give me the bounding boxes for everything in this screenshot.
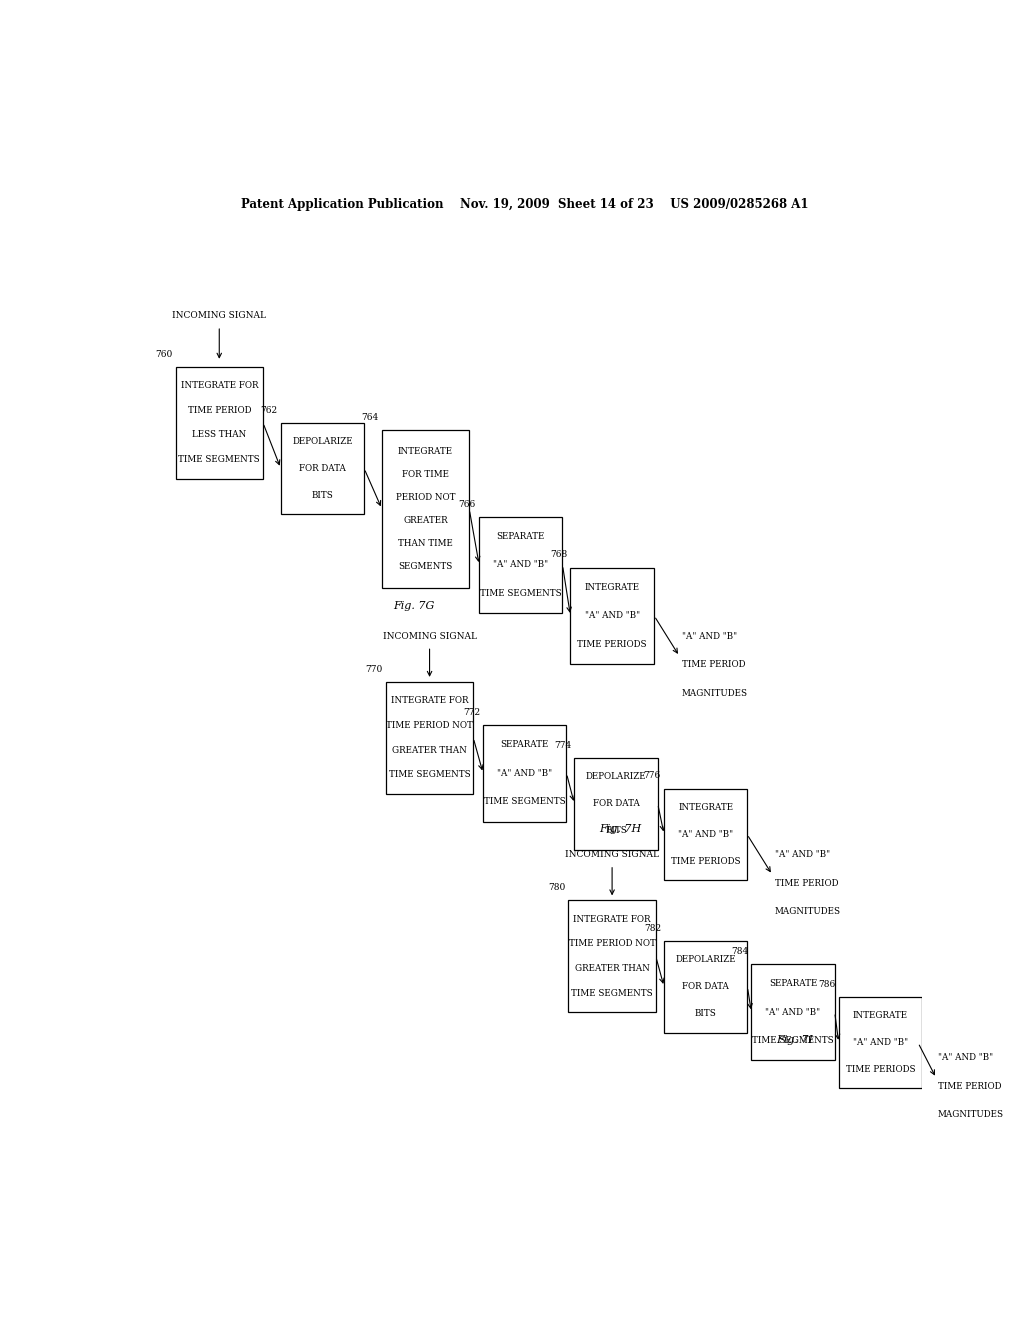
Text: TIME PERIOD: TIME PERIOD <box>938 1082 1001 1090</box>
Text: INTEGRATE: INTEGRATE <box>853 1011 908 1020</box>
Bar <box>665 941 748 1032</box>
Text: GREATER: GREATER <box>403 516 447 525</box>
Text: 764: 764 <box>361 413 379 422</box>
Text: FOR TIME: FOR TIME <box>402 470 450 479</box>
Text: TIME SEGMENTS: TIME SEGMENTS <box>178 455 260 465</box>
Text: "A" AND "B": "A" AND "B" <box>938 1053 993 1063</box>
Text: INTEGRATE: INTEGRATE <box>585 583 640 591</box>
Text: 774: 774 <box>554 741 571 750</box>
Text: SEPARATE: SEPARATE <box>501 741 549 750</box>
Text: "A" AND "B": "A" AND "B" <box>682 631 737 640</box>
Bar <box>281 422 365 515</box>
Text: MAGNITUDES: MAGNITUDES <box>682 689 748 697</box>
Text: "A" AND "B": "A" AND "B" <box>775 850 829 859</box>
Text: 766: 766 <box>459 499 476 508</box>
Text: "A" AND "B": "A" AND "B" <box>585 611 640 620</box>
Text: TIME SEGMENTS: TIME SEGMENTS <box>571 989 653 998</box>
Text: DEPOLARIZE: DEPOLARIZE <box>676 956 736 965</box>
Text: PERIOD NOT: PERIOD NOT <box>396 492 456 502</box>
Text: SEGMENTS: SEGMENTS <box>398 562 453 572</box>
Text: TIME PERIOD: TIME PERIOD <box>187 405 251 414</box>
Text: INCOMING SIGNAL: INCOMING SIGNAL <box>383 631 476 640</box>
Text: 780: 780 <box>548 883 565 892</box>
Text: FOR DATA: FOR DATA <box>593 800 640 808</box>
Text: "A" AND "B": "A" AND "B" <box>498 768 552 777</box>
Text: Patent Application Publication    Nov. 19, 2009  Sheet 14 of 23    US 2009/02852: Patent Application Publication Nov. 19, … <box>241 198 809 211</box>
Text: Fig. 7I: Fig. 7I <box>776 1035 813 1044</box>
Text: 772: 772 <box>463 708 480 717</box>
Text: TIME SEGMENTS: TIME SEGMENTS <box>484 797 565 807</box>
Text: GREATER THAN: GREATER THAN <box>392 746 467 755</box>
Text: 786: 786 <box>818 979 836 989</box>
Text: MAGNITUDES: MAGNITUDES <box>775 907 841 916</box>
Text: TIME SEGMENTS: TIME SEGMENTS <box>480 589 561 598</box>
Text: BITS: BITS <box>605 826 627 836</box>
Text: SEPARATE: SEPARATE <box>497 532 545 541</box>
Bar <box>382 430 469 587</box>
Text: TIME PERIODS: TIME PERIODS <box>578 640 647 648</box>
Text: INTEGRATE: INTEGRATE <box>678 803 733 812</box>
Bar <box>568 900 655 1012</box>
Text: 762: 762 <box>260 405 278 414</box>
Text: 770: 770 <box>366 665 383 673</box>
Text: FOR DATA: FOR DATA <box>299 463 346 473</box>
Text: 776: 776 <box>644 771 660 780</box>
Bar <box>386 682 473 793</box>
Text: BITS: BITS <box>695 1008 717 1018</box>
Bar <box>483 725 566 821</box>
Text: 782: 782 <box>644 924 660 933</box>
Text: SEPARATE: SEPARATE <box>769 979 817 989</box>
Text: DEPOLARIZE: DEPOLARIZE <box>586 772 646 781</box>
Text: DEPOLARIZE: DEPOLARIZE <box>292 437 352 446</box>
Text: BITS: BITS <box>311 491 333 500</box>
Text: INTEGRATE FOR: INTEGRATE FOR <box>180 381 258 391</box>
Text: GREATER THAN: GREATER THAN <box>574 964 649 973</box>
Text: TIME PERIOD: TIME PERIOD <box>682 660 745 669</box>
Text: "A" AND "B": "A" AND "B" <box>766 1007 820 1016</box>
Text: TIME PERIODS: TIME PERIODS <box>846 1065 915 1074</box>
Text: "A" AND "B": "A" AND "B" <box>494 561 549 569</box>
Bar <box>570 568 653 664</box>
Bar <box>479 516 562 614</box>
Bar <box>839 997 922 1089</box>
Text: FOR DATA: FOR DATA <box>682 982 729 991</box>
Text: TIME PERIOD NOT: TIME PERIOD NOT <box>386 721 473 730</box>
Text: TIME PERIODS: TIME PERIODS <box>671 857 740 866</box>
Text: MAGNITUDES: MAGNITUDES <box>938 1110 1004 1119</box>
Text: 768: 768 <box>550 550 567 560</box>
Text: TIME SEGMENTS: TIME SEGMENTS <box>389 770 470 779</box>
Text: INCOMING SIGNAL: INCOMING SIGNAL <box>565 850 659 859</box>
Text: 784: 784 <box>731 946 749 956</box>
Text: INTEGRATE FOR: INTEGRATE FOR <box>391 697 468 705</box>
Text: 760: 760 <box>156 350 172 359</box>
Text: Fig. 7G: Fig. 7G <box>393 601 434 611</box>
Text: "A" AND "B": "A" AND "B" <box>678 830 733 838</box>
Text: LESS THAN: LESS THAN <box>193 430 247 440</box>
Text: THAN TIME: THAN TIME <box>398 539 453 548</box>
Text: Fig. 7H: Fig. 7H <box>599 824 641 834</box>
Text: "A" AND "B": "A" AND "B" <box>853 1038 908 1047</box>
Text: INTEGRATE: INTEGRATE <box>398 446 454 455</box>
Bar <box>665 788 748 880</box>
Bar <box>574 758 657 850</box>
Text: INCOMING SIGNAL: INCOMING SIGNAL <box>172 312 266 321</box>
Text: TIME PERIOD: TIME PERIOD <box>775 879 839 887</box>
Bar <box>176 367 263 479</box>
Text: TIME SEGMENTS: TIME SEGMENTS <box>753 1036 834 1045</box>
Text: TIME PERIOD NOT: TIME PERIOD NOT <box>568 940 655 949</box>
Text: INTEGRATE FOR: INTEGRATE FOR <box>573 915 651 924</box>
Bar <box>752 964 835 1060</box>
